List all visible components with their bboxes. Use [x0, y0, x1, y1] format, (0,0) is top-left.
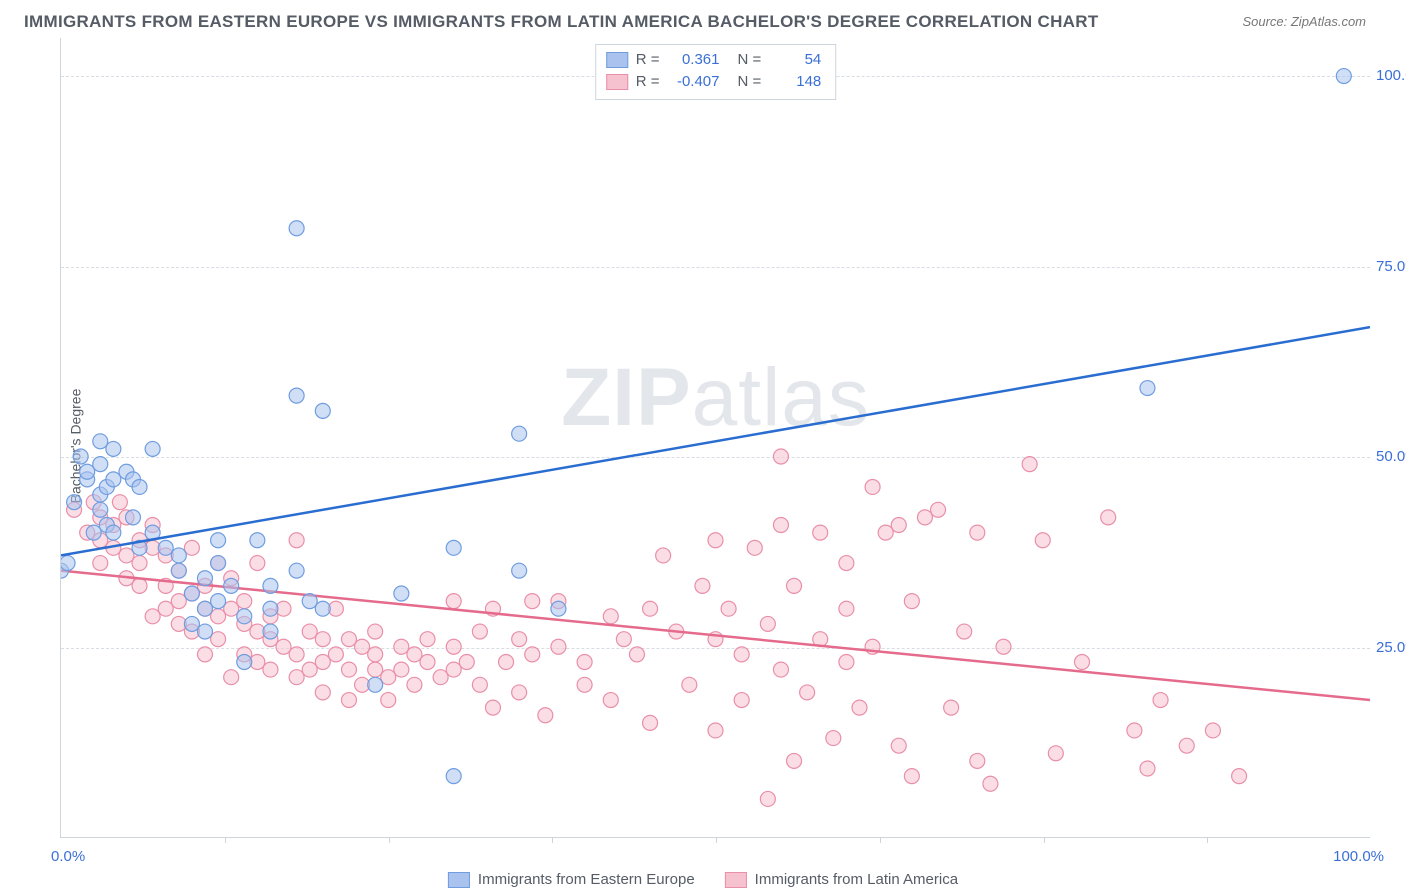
swatch-pink-icon — [725, 872, 747, 888]
chart-title: IMMIGRANTS FROM EASTERN EUROPE VS IMMIGR… — [24, 12, 1099, 32]
correlation-stats-box: R = 0.361 N = 54 R = -0.407 N = 148 — [595, 44, 837, 100]
stats-row-blue: R = 0.361 N = 54 — [606, 49, 822, 71]
swatch-pink — [606, 74, 628, 90]
x-tick-right: 100.0% — [1333, 848, 1384, 865]
legend-item-pink: Immigrants from Latin America — [725, 871, 958, 888]
scatter-plot: ZIPatlas R = 0.361 N = 54 R = -0.407 N =… — [60, 38, 1370, 838]
bottom-legend: Immigrants from Eastern Europe Immigrant… — [448, 871, 958, 888]
source-attribution: Source: ZipAtlas.com — [1242, 14, 1366, 29]
swatch-blue — [606, 52, 628, 68]
legend-item-blue: Immigrants from Eastern Europe — [448, 871, 695, 888]
x-tick-left: 0.0% — [51, 848, 85, 865]
swatch-blue-icon — [448, 872, 470, 888]
stats-row-pink: R = -0.407 N = 148 — [606, 71, 822, 93]
scatter-svg — [61, 38, 1370, 837]
